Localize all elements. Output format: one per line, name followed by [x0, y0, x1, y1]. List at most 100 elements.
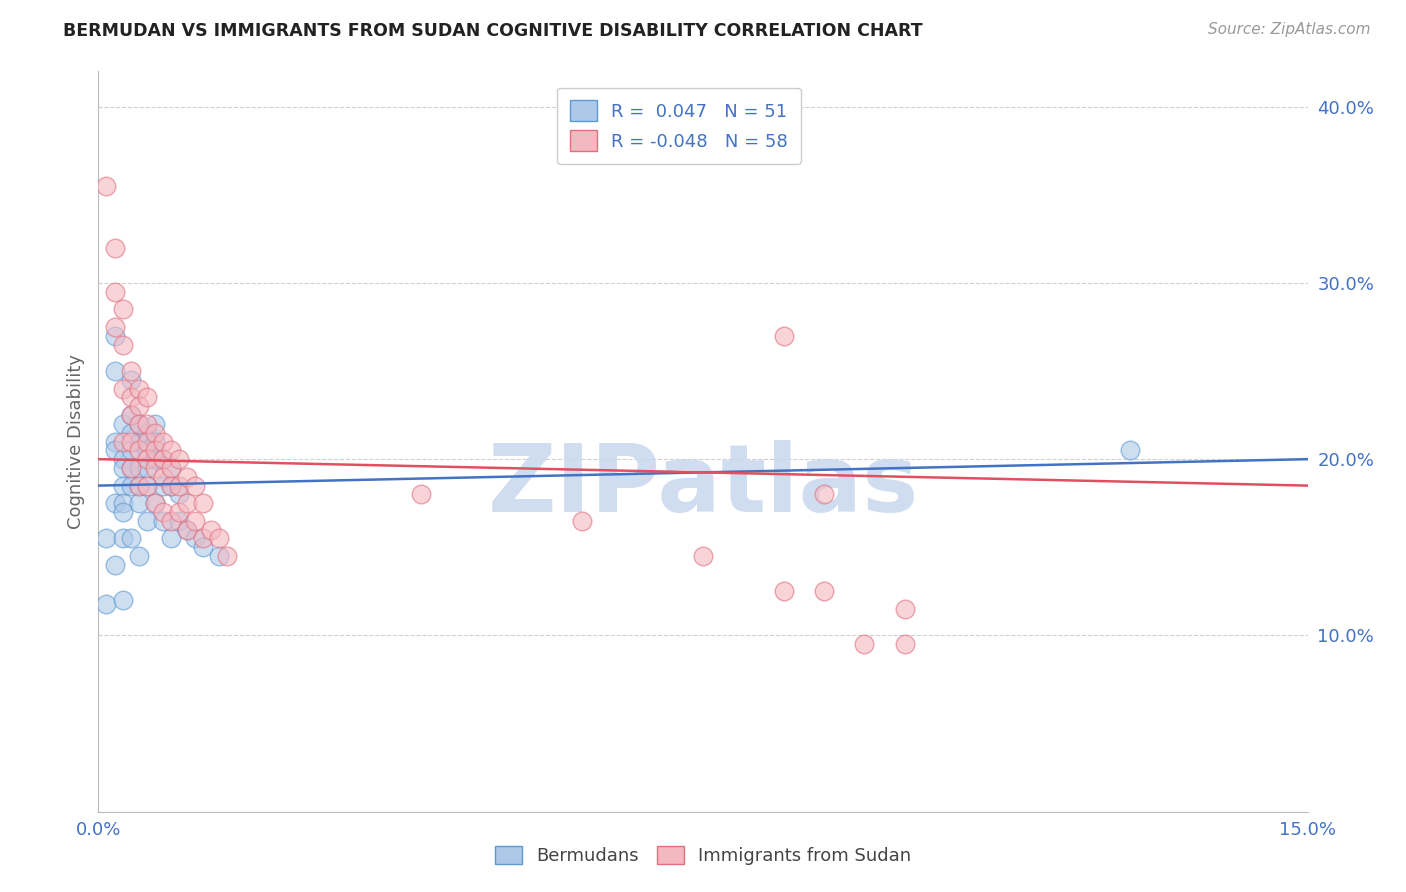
Point [135, 461, 157, 475]
Point [184, 532, 207, 546]
Point [120, 461, 142, 475]
Point [120, 434, 142, 449]
Point [571, 514, 593, 528]
Point [143, 443, 166, 458]
Point [96, 532, 118, 546]
Point [128, 478, 150, 492]
Point [120, 391, 142, 405]
Point [160, 514, 183, 528]
Point [167, 487, 190, 501]
Point [152, 478, 174, 492]
Point [160, 478, 183, 492]
Point [813, 584, 835, 599]
Point [152, 470, 174, 484]
Point [120, 373, 142, 387]
Point [111, 452, 134, 467]
Point [103, 241, 125, 255]
Point [167, 514, 190, 528]
Point [184, 514, 207, 528]
Point [128, 461, 150, 475]
Point [128, 496, 150, 510]
Point [120, 425, 142, 440]
Point [143, 496, 166, 510]
Point [128, 549, 150, 563]
Point [111, 593, 134, 607]
Point [160, 532, 183, 546]
Point [893, 602, 915, 616]
Point [152, 434, 174, 449]
Point [135, 417, 157, 431]
Point [135, 452, 157, 467]
Point [120, 443, 142, 458]
Point [152, 452, 174, 467]
Point [111, 461, 134, 475]
Point [120, 408, 142, 422]
Point [217, 549, 239, 563]
Point [409, 487, 432, 501]
Point [1119, 443, 1142, 458]
Point [135, 434, 157, 449]
Point [160, 478, 183, 492]
Point [893, 637, 915, 651]
Point [772, 584, 794, 599]
Point [200, 523, 222, 537]
Point [103, 328, 125, 343]
Point [111, 478, 134, 492]
Point [143, 461, 166, 475]
Point [135, 478, 157, 492]
Point [111, 417, 134, 431]
Point [692, 549, 714, 563]
Point [111, 505, 134, 519]
Point [103, 558, 125, 572]
Point [135, 443, 157, 458]
Point [128, 478, 150, 492]
Point [103, 285, 125, 299]
Point [128, 434, 150, 449]
Point [152, 514, 174, 528]
Point [120, 532, 142, 546]
Point [111, 496, 134, 510]
Point [128, 399, 150, 413]
Point [176, 496, 198, 510]
Point [103, 443, 125, 458]
Point [193, 541, 215, 555]
Point [853, 637, 876, 651]
Point [103, 496, 125, 510]
Point [120, 408, 142, 422]
Point [184, 478, 207, 492]
Point [772, 328, 794, 343]
Point [176, 470, 198, 484]
Point [152, 452, 174, 467]
Point [143, 452, 166, 467]
Point [135, 391, 157, 405]
Y-axis label: Cognitive Disability: Cognitive Disability [66, 354, 84, 529]
Point [111, 337, 134, 351]
Point [111, 434, 134, 449]
Point [103, 364, 125, 378]
Point [160, 461, 183, 475]
Point [111, 302, 134, 317]
Point [103, 320, 125, 334]
Point [208, 549, 231, 563]
Point [176, 523, 198, 537]
Point [208, 532, 231, 546]
Point [143, 434, 166, 449]
Point [120, 364, 142, 378]
Point [96, 597, 118, 611]
Point [152, 505, 174, 519]
Point [128, 417, 150, 431]
Point [135, 478, 157, 492]
Point [135, 425, 157, 440]
Point [143, 417, 166, 431]
Text: BERMUDAN VS IMMIGRANTS FROM SUDAN COGNITIVE DISABILITY CORRELATION CHART: BERMUDAN VS IMMIGRANTS FROM SUDAN COGNIT… [63, 22, 922, 40]
Point [160, 443, 183, 458]
Point [128, 417, 150, 431]
Point [167, 452, 190, 467]
Point [128, 382, 150, 396]
Point [111, 532, 134, 546]
Point [103, 434, 125, 449]
Point [167, 478, 190, 492]
Point [96, 178, 118, 193]
Point [176, 523, 198, 537]
Point [111, 382, 134, 396]
